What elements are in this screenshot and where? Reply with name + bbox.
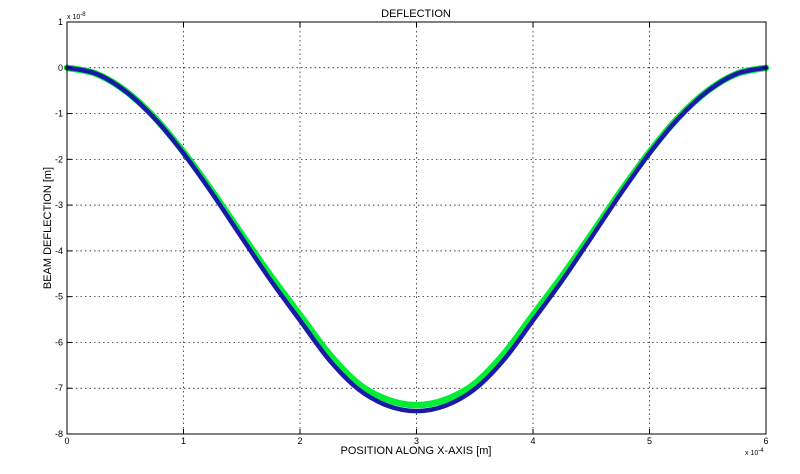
axis-ticks: 0 1 2 3 4 5 6 1 0 -1 -2 -3 -4 -5 -6 -7 -8 [55, 17, 769, 446]
y-multiplier-exp: -8 [80, 12, 86, 18]
series-line-1 [63, 64, 770, 409]
x-axis-title: POSITION ALONG X-AXIS [m] [341, 445, 492, 457]
x-tick-label: 2 [297, 436, 302, 446]
y-multiplier-base: x 10 [67, 14, 80, 21]
y-multiplier-label: x 10-8 [67, 12, 86, 21]
y-tick-label: -8 [55, 429, 63, 439]
x-multiplier-label: x 10-4 [745, 448, 764, 457]
y-tick-label: -1 [55, 109, 63, 119]
x-tick-label: 6 [763, 436, 768, 446]
y-tick-label: -2 [55, 154, 63, 164]
y-tick-label: 0 [58, 63, 63, 73]
y-tick-label: -6 [55, 337, 63, 347]
y-tick-label: -5 [55, 292, 63, 302]
y-tick-label: -7 [55, 383, 63, 393]
y-axis-title: BEAM DEFLECTION [m] [42, 167, 54, 289]
x-tick-label: 3 [414, 436, 419, 446]
chart-title: DEFLECTION [381, 8, 451, 20]
x-tick-label: 4 [530, 436, 535, 446]
y-tick-label: -3 [55, 200, 63, 210]
svg-text:x 10-8: x 10-8 [67, 12, 86, 21]
x-tick-label: 0 [64, 436, 69, 446]
series-line-2 [64, 65, 769, 414]
y-tick-label: 1 [58, 17, 63, 27]
x-multiplier-base: x 10 [745, 450, 758, 457]
x-tick-label: 5 [647, 436, 652, 446]
plot-series [63, 64, 770, 414]
svg-text:x 10-4: x 10-4 [745, 448, 764, 457]
x-tick-label: 1 [181, 436, 186, 446]
grid [67, 22, 766, 434]
y-tick-label: -4 [55, 246, 63, 256]
plot-frame [66, 21, 767, 435]
x-multiplier-exp: -4 [758, 448, 764, 454]
